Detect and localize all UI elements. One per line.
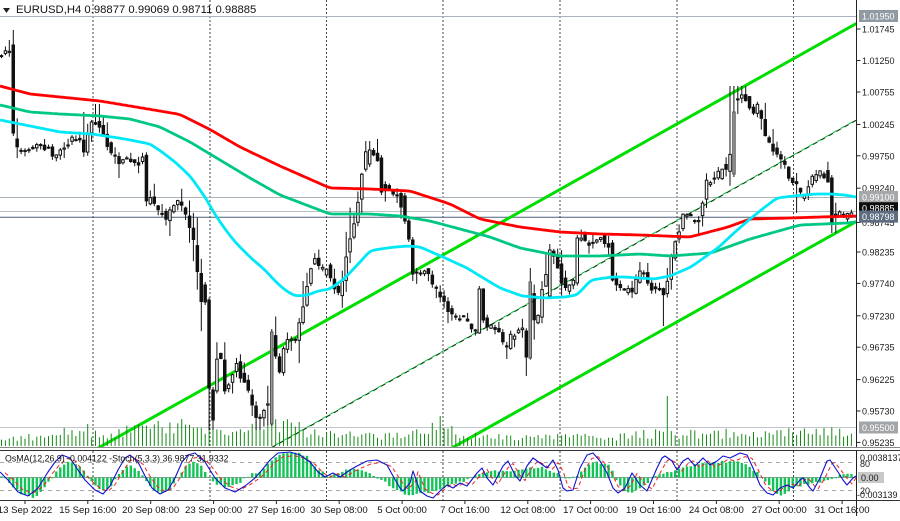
svg-text:1.01250: 1.01250	[862, 56, 895, 66]
svg-text:1.00245: 1.00245	[862, 120, 895, 130]
svg-text:5 Oct 00:00: 5 Oct 00:00	[377, 505, 427, 516]
svg-text:0.99750: 0.99750	[862, 151, 895, 161]
svg-text:-0.003139: -0.003139	[857, 490, 898, 500]
svg-text:0.98885: 0.98885	[862, 204, 895, 214]
svg-text:31 Oct 16:00: 31 Oct 16:00	[815, 505, 870, 516]
svg-text:24 Oct 08:00: 24 Oct 08:00	[689, 505, 744, 516]
svg-text:0.0038137: 0.0038137	[860, 453, 900, 463]
svg-text:1.01950: 1.01950	[862, 12, 895, 22]
svg-text:20 Sep 08:00: 20 Sep 08:00	[122, 505, 179, 516]
svg-text:0.00: 0.00	[861, 473, 879, 483]
svg-text:0.95500: 0.95500	[862, 423, 895, 433]
svg-text:0.99100: 0.99100	[862, 193, 895, 203]
svg-text:13 Sep 2022: 13 Sep 2022	[0, 505, 52, 516]
svg-text:20: 20	[860, 486, 870, 496]
svg-text:0.98745: 0.98745	[862, 218, 895, 228]
svg-text:80: 80	[860, 459, 870, 469]
svg-text:27 Sep 16:00: 27 Sep 16:00	[248, 505, 305, 516]
svg-text:7 Oct 16:00: 7 Oct 16:00	[440, 505, 490, 516]
svg-text:0.97230: 0.97230	[862, 311, 895, 321]
svg-text:17 Oct 00:00: 17 Oct 00:00	[563, 505, 618, 516]
svg-text:30 Sep 08:00: 30 Sep 08:00	[311, 505, 368, 516]
svg-text:0.98235: 0.98235	[862, 248, 895, 258]
svg-text:OsMA(12,26,9) -0.004122 -Stoch: OsMA(12,26,9) -0.004122 -Stoch(5,3,3) 36…	[5, 454, 229, 464]
svg-text:23 Sep 00:00: 23 Sep 00:00	[185, 505, 242, 516]
svg-text:0.97740: 0.97740	[862, 279, 895, 289]
svg-text:1.01745: 1.01745	[862, 25, 895, 35]
svg-text:1.00755: 1.00755	[862, 88, 895, 98]
svg-text:27 Oct 00:00: 27 Oct 00:00	[752, 505, 807, 516]
svg-text:19 Oct 16:00: 19 Oct 16:00	[626, 505, 681, 516]
svg-text:0.96225: 0.96225	[862, 375, 895, 385]
svg-text:0.98798: 0.98798	[862, 212, 895, 222]
svg-text:0.95235: 0.95235	[862, 438, 895, 448]
svg-text:12 Oct 08:00: 12 Oct 08:00	[500, 505, 555, 516]
svg-text:EURUSD,H4 0.98877 0.99069 0.9: EURUSD,H4 0.98877 0.99069 0.98711 0.9888…	[16, 4, 256, 16]
svg-text:15 Sep 16:00: 15 Sep 16:00	[59, 505, 116, 516]
svg-text:0.99240: 0.99240	[862, 184, 895, 194]
svg-text:0.96735: 0.96735	[862, 343, 895, 353]
svg-text:0.95730: 0.95730	[862, 407, 895, 417]
